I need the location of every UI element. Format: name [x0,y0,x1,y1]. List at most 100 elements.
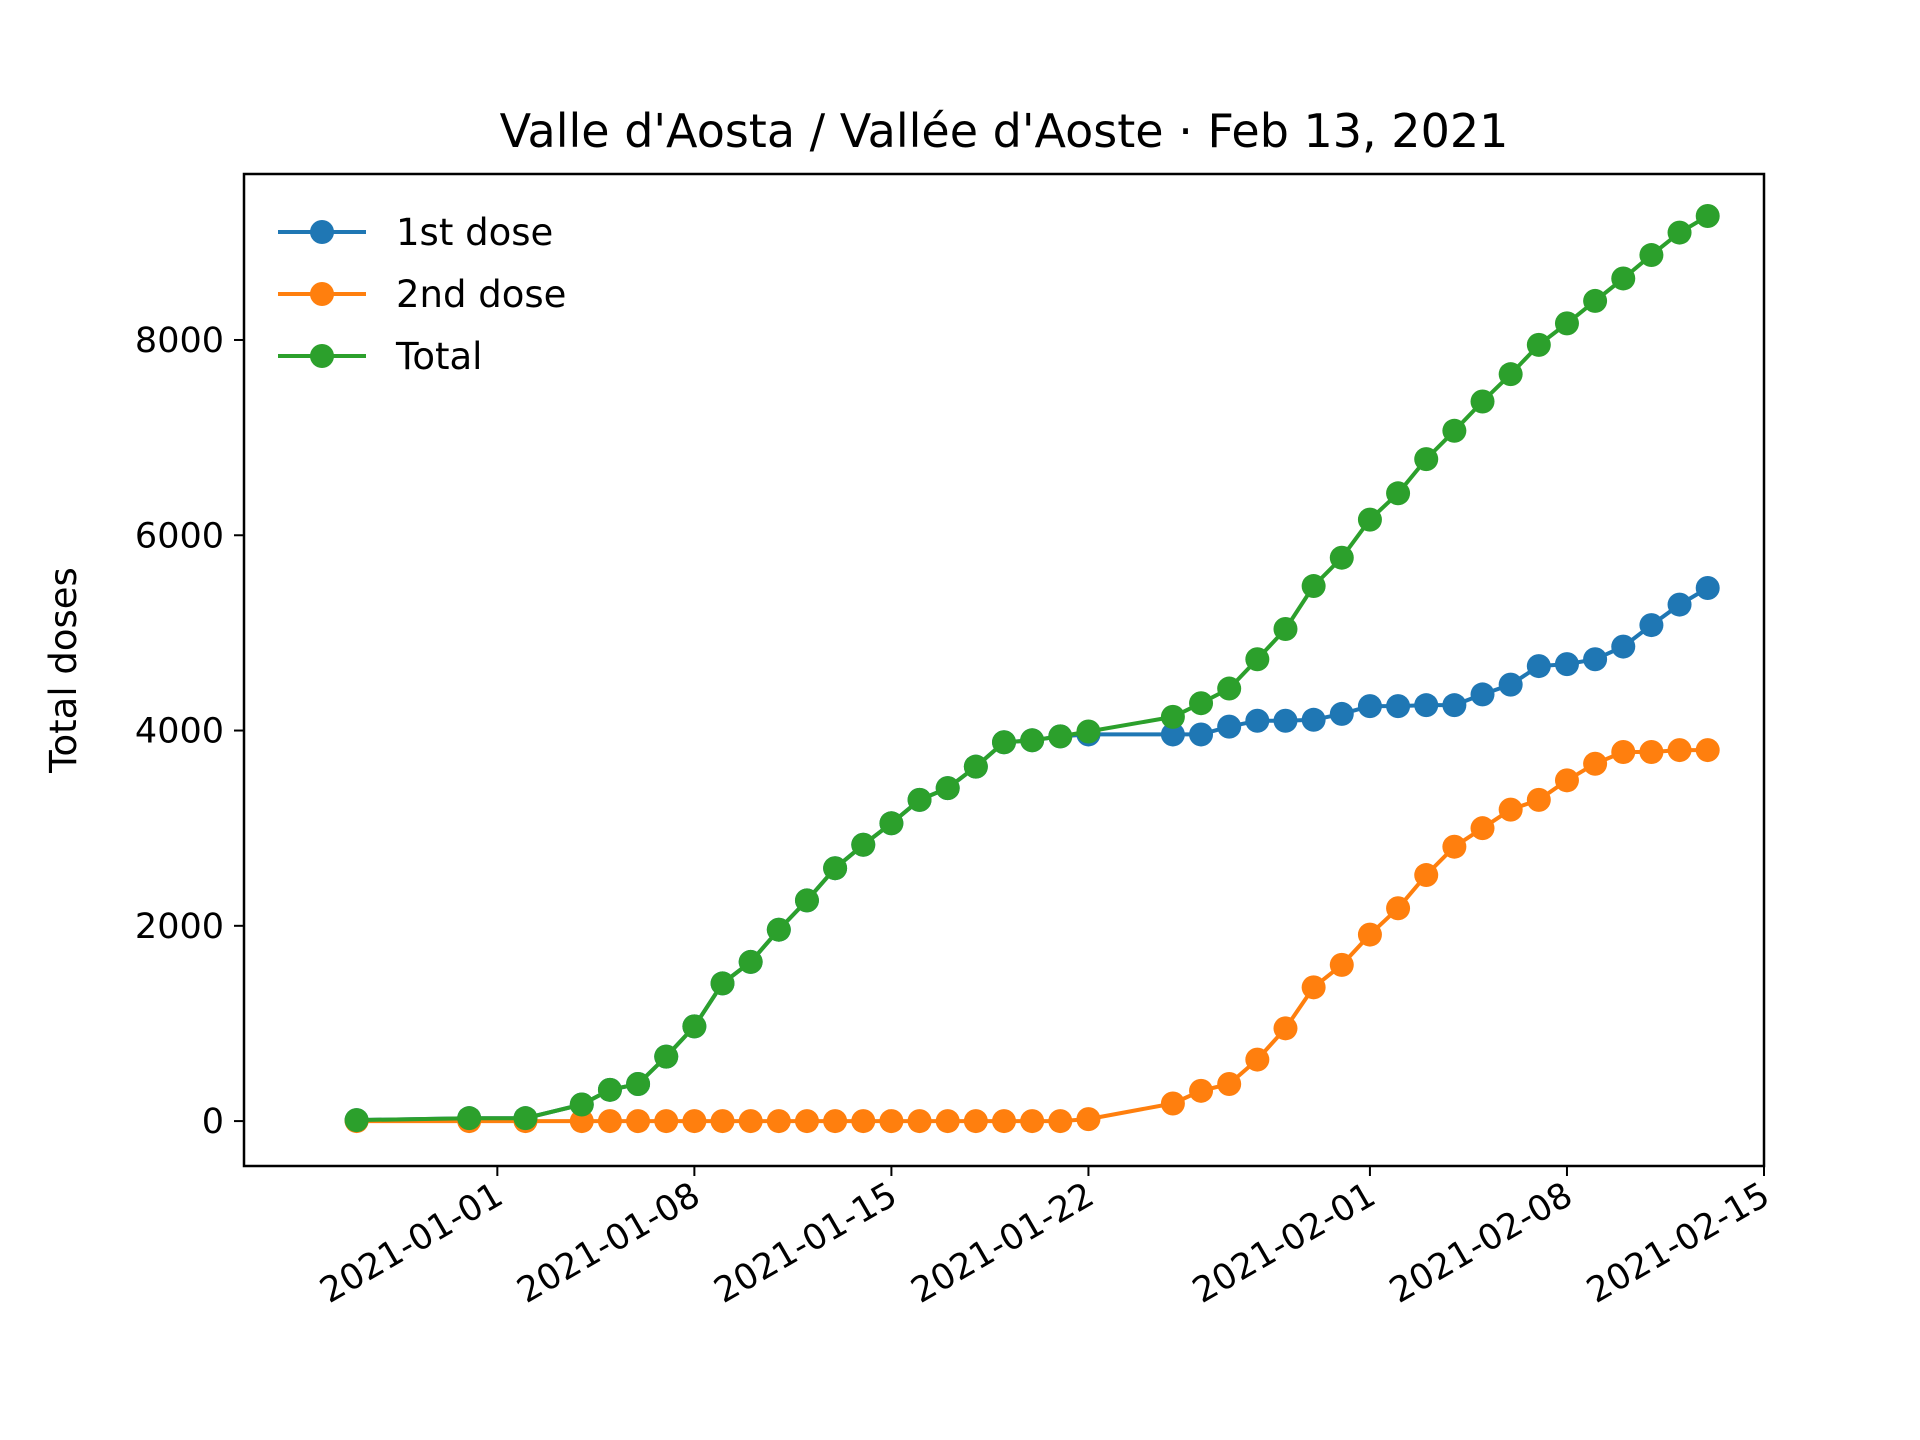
data-point [626,1109,651,1134]
data-point [1414,863,1439,888]
data-point [1357,694,1382,719]
data-point [1301,707,1326,732]
data-point [1639,613,1664,638]
data-point [1020,1109,1045,1134]
data-point [823,1109,848,1134]
y-tick-label: 8000 [135,321,224,361]
data-point [1639,740,1664,765]
data-point [654,1044,679,1069]
legend-item: 1st dose [278,211,553,254]
y-axis-label: Total doses [42,567,85,774]
data-point [1048,724,1073,749]
data-point [1526,787,1551,812]
data-point [1583,288,1608,313]
data-point [992,1109,1016,1134]
data-point [1611,634,1636,659]
legend-label: Total [395,335,482,378]
data-point [569,1092,594,1117]
x-tick-label: 2021-01-22 [905,1175,1101,1311]
data-point [1470,389,1495,414]
data-point [766,1109,791,1134]
series-2nd-dose [344,738,1720,1134]
data-point [710,971,735,996]
legend-marker [310,220,334,244]
legend-item: Total [278,335,482,378]
data-point [1611,740,1636,765]
data-point [1245,1047,1270,1072]
data-point [1470,816,1495,841]
data-point [1301,574,1326,599]
y-axis: 0 2000 4000 6000 8000 [135,321,244,1142]
y-tick-label: 6000 [135,516,224,556]
data-point [1442,834,1467,859]
data-point [1583,647,1608,672]
data-point [1189,691,1214,716]
data-point [597,1077,622,1102]
data-point [1329,701,1354,726]
plot-area [344,203,1720,1134]
data-point [1386,481,1411,506]
data-point [1245,708,1270,733]
data-point [1273,1016,1298,1041]
data-point [1498,797,1523,822]
x-tick-label: 2021-01-08 [511,1175,707,1311]
series-total [344,203,1720,1133]
data-point [1498,672,1523,697]
data-point [513,1106,538,1131]
data-point [1639,243,1664,268]
data-point [1498,362,1523,387]
data-point [710,1109,735,1134]
data-point [907,1109,932,1134]
data-point [1414,693,1439,718]
data-point [569,1109,594,1134]
x-tick-label: 2021-02-15 [1580,1175,1776,1311]
data-point [1667,592,1692,617]
data-point [1357,507,1382,532]
data-point [1076,1107,1101,1132]
data-point [1217,1071,1242,1096]
data-point [654,1109,679,1134]
data-point [738,949,763,974]
data-point [1329,952,1354,977]
data-point [1695,575,1720,600]
data-point [794,1109,819,1134]
data-point [1554,768,1579,793]
data-point [1357,922,1382,947]
data-point [907,787,932,812]
data-point [344,1108,369,1133]
data-point [851,832,876,857]
legend-label: 1st dose [396,211,553,254]
data-point [1667,738,1692,763]
data-point [766,917,791,942]
data-point [935,1109,960,1134]
data-point [1526,332,1551,357]
data-point [1583,751,1608,776]
legend-item: 2nd dose [278,273,566,316]
data-point [879,1109,904,1134]
data-point [1048,1109,1073,1134]
data-point [1442,693,1467,718]
data-point [1160,1091,1185,1116]
legend-label: 2nd dose [396,273,566,316]
data-point [1554,652,1579,677]
data-point [597,1109,622,1134]
data-point [1245,647,1270,672]
data-point [1695,203,1720,228]
x-tick-label: 2021-02-08 [1383,1175,1579,1311]
legend: 1st dose 2nd dose Total [278,211,566,378]
chart-title: Valle d'Aosta / Vallée d'Aoste · Feb 13,… [500,104,1509,158]
data-point [1160,704,1185,729]
data-point [1329,545,1354,570]
data-point [1386,896,1411,921]
data-point [963,1109,988,1134]
x-tick-label: 2021-01-15 [708,1175,904,1311]
data-point [794,888,819,913]
x-tick-label: 2021-02-01 [1186,1175,1382,1311]
data-point [1217,676,1242,701]
data-point [1076,719,1101,744]
plot-frame [242,172,1766,1168]
series-1st-dose [344,575,1720,1133]
data-point [626,1071,651,1096]
data-point [1695,738,1720,763]
